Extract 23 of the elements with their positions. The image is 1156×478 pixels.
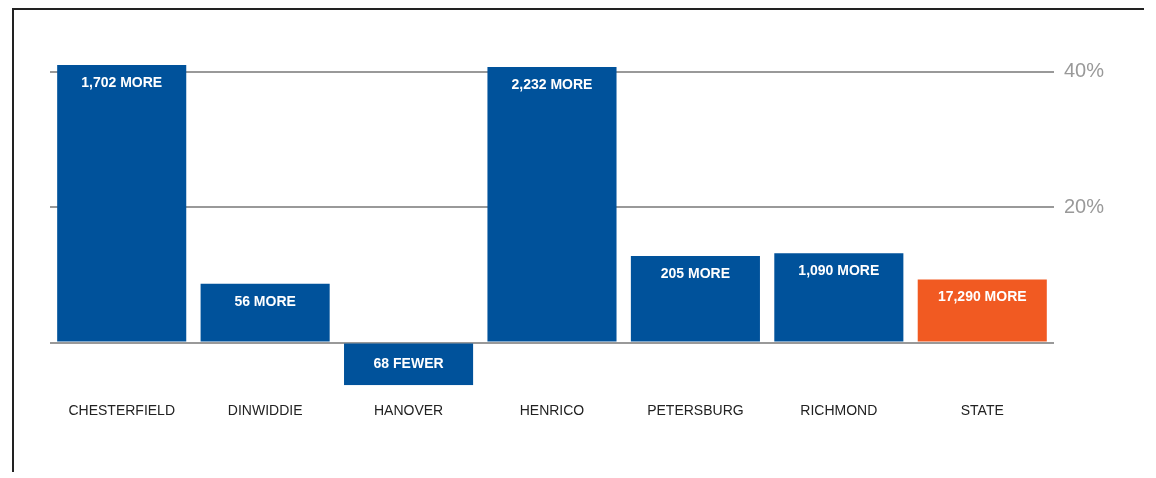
y-tick-label: 40%: [1063, 59, 1105, 82]
annotation: 1,702 MORE: [81, 73, 163, 90]
annotation: 68 FEWER: [373, 354, 444, 371]
x-tick-label: RICHMOND: [800, 402, 878, 419]
bar: [344, 343, 474, 386]
x-tick-label: STATE: [960, 402, 1004, 419]
bar: [200, 283, 330, 342]
bar: [917, 279, 1047, 342]
annotation: 2,232 MORE: [511, 75, 593, 92]
x-tick-label: HENRICO: [519, 402, 585, 419]
y-tick-label: 20%: [1063, 194, 1105, 217]
x-tick-label: PETERSBURG: [647, 402, 744, 419]
bar: [487, 67, 617, 342]
annotation: 205 MORE: [660, 264, 731, 281]
x-tick-label: CHESTERFIELD: [68, 402, 175, 419]
annotation: 56 MORE: [234, 292, 296, 309]
annotation: 17,290 MORE: [937, 288, 1027, 305]
x-tick-label: HANOVER: [373, 402, 444, 419]
bar: [774, 253, 904, 342]
bar: [630, 255, 760, 342]
annotation: 1,090 MORE: [798, 262, 880, 279]
x-tick-label: DINWIDDIE: [227, 402, 303, 419]
bar: [57, 65, 187, 342]
